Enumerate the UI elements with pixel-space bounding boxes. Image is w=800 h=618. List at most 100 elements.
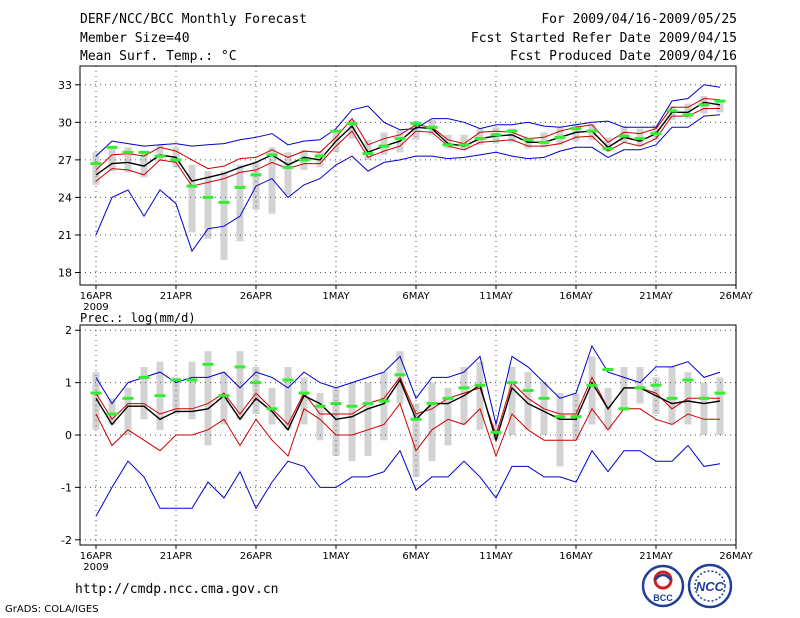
prec-line-max <box>95 344 721 425</box>
prec-range-bar <box>364 382 372 456</box>
temp-median-marker <box>186 184 198 188</box>
temp-range-bar <box>220 171 228 260</box>
temp-median-marker <box>250 173 262 177</box>
temp-median-marker <box>458 143 470 147</box>
prec-range-bar <box>268 387 276 425</box>
prec-median-marker <box>506 381 518 385</box>
temp-range-bar <box>92 152 100 185</box>
temp-xtick-label: 16APR <box>80 291 113 302</box>
temp-median-marker <box>474 137 486 141</box>
prec-ytick-label: -2 <box>61 534 72 547</box>
temp-range-bar <box>268 147 276 214</box>
temp-median-marker <box>426 125 438 129</box>
prec-range-bar <box>588 356 596 425</box>
temp-median-marker <box>698 103 710 107</box>
prec-panel-label: Prec.: log(mm/d) <box>80 311 196 325</box>
prec-median-marker <box>602 368 614 372</box>
temp-ytick-label: 21 <box>58 229 72 242</box>
temp-ytick-label: 33 <box>58 79 72 92</box>
prec-median-marker <box>634 386 646 390</box>
temp-range-bar <box>380 132 388 155</box>
member-size: Member Size=40 <box>80 31 190 46</box>
prec-range-bar <box>188 361 196 420</box>
prec-xtick-label: 6MAY <box>402 551 430 562</box>
prec-median-marker <box>298 391 310 395</box>
temp-frame <box>79 65 737 286</box>
forecast-period: For 2009/04/16-2009/05/25 <box>541 12 737 27</box>
temp-median-marker <box>170 158 182 162</box>
temp-median-marker <box>106 145 118 149</box>
temp-xtick-label: 26APR <box>240 291 273 302</box>
temp-median-marker <box>650 132 662 136</box>
prec-range-bar <box>300 377 308 425</box>
temp-range-bar <box>332 132 340 153</box>
temp-median-marker <box>346 122 358 126</box>
prec-median-marker <box>378 399 390 403</box>
temp-range-bar <box>460 134 468 150</box>
prec-median-marker <box>282 378 294 382</box>
temp-range-bar <box>156 144 164 162</box>
prec-range-bar <box>476 361 484 430</box>
prec-range-bar <box>636 366 644 404</box>
prec-median-marker <box>90 391 102 395</box>
temp-ytick-label: 18 <box>58 266 72 279</box>
prec-chart: -2 -1 0 1 2 16APR 21APR 26APR 1MAY 6MAY 11MAY 16MAY… <box>61 324 754 573</box>
prec-xtick-label: 16APR <box>80 551 113 562</box>
temp-median-marker <box>570 127 582 131</box>
prec-xtick-label: 26APR <box>240 551 273 562</box>
temp-median-marker <box>682 113 694 117</box>
prec-median-marker <box>522 388 534 392</box>
temp-median-marker <box>122 150 134 154</box>
temp-median-marker <box>714 99 726 103</box>
prec-xtick-label: 16MAY <box>559 551 593 562</box>
temp-xtick-label: 26MAY <box>719 291 753 302</box>
prec-xtick-label: 21APR <box>160 551 193 562</box>
temp-median-marker <box>618 134 630 138</box>
prec-median-marker <box>554 415 566 419</box>
prec-range-bar <box>204 351 212 446</box>
temp-median-marker <box>602 147 614 151</box>
prec-median-marker <box>666 396 678 400</box>
forecast-produced-date: Fcst Produced Date 2009/04/16 <box>510 49 737 64</box>
temp-range-bar <box>444 134 452 149</box>
temp-year-label: 2009 <box>83 302 108 313</box>
prec-median-marker <box>186 378 198 382</box>
prec-median-marker <box>362 402 374 406</box>
temp-chart: 18 21 24 27 30 33 16APR 21APR 26APR 1MAY 6MAY 11MAY… <box>58 65 754 313</box>
temp-median-marker <box>154 154 166 158</box>
prec-median-marker <box>410 417 422 421</box>
temp-ytick-label: 24 <box>58 191 72 204</box>
temp-range-bar <box>108 148 116 172</box>
prec-median-marker <box>330 402 342 406</box>
prec-range-bar <box>284 366 292 430</box>
prec-year-label: 2009 <box>83 562 108 573</box>
temp-median-marker <box>538 140 550 144</box>
temp-range-bar <box>412 121 420 140</box>
prec-median-marker <box>122 396 134 400</box>
prec-median-marker <box>154 394 166 398</box>
temp-median-marker <box>314 154 326 158</box>
prec-ytick-label: 2 <box>65 324 72 337</box>
grads-credit: GrADS: COLA/IGES <box>5 604 99 615</box>
prec-range-bar <box>124 387 132 435</box>
temp-median-marker <box>410 122 422 126</box>
temp-line-ensemble-mean <box>95 101 721 182</box>
prec-range-bar <box>428 382 436 462</box>
prec-median-marker <box>266 407 278 411</box>
prec-median-marker <box>650 383 662 387</box>
temp-median-marker <box>330 129 342 133</box>
prec-median-marker <box>538 396 550 400</box>
temp-median-marker <box>666 109 678 113</box>
temp-median-marker <box>394 137 406 141</box>
prec-line-lower-quartile <box>95 402 720 458</box>
source-url[interactable]: http://cmdp.ncc.cma.gov.cn <box>75 582 279 597</box>
forecast-started-date: Fcst Started Refer Date 2009/04/15 <box>470 31 737 46</box>
prec-xtick-label: 26MAY <box>719 551 753 562</box>
prec-median-marker <box>714 391 726 395</box>
prec-ytick-label: -1 <box>61 481 72 494</box>
temp-range-bar <box>716 99 724 113</box>
prec-range-bar <box>140 366 148 420</box>
prec-median-marker <box>250 381 262 385</box>
